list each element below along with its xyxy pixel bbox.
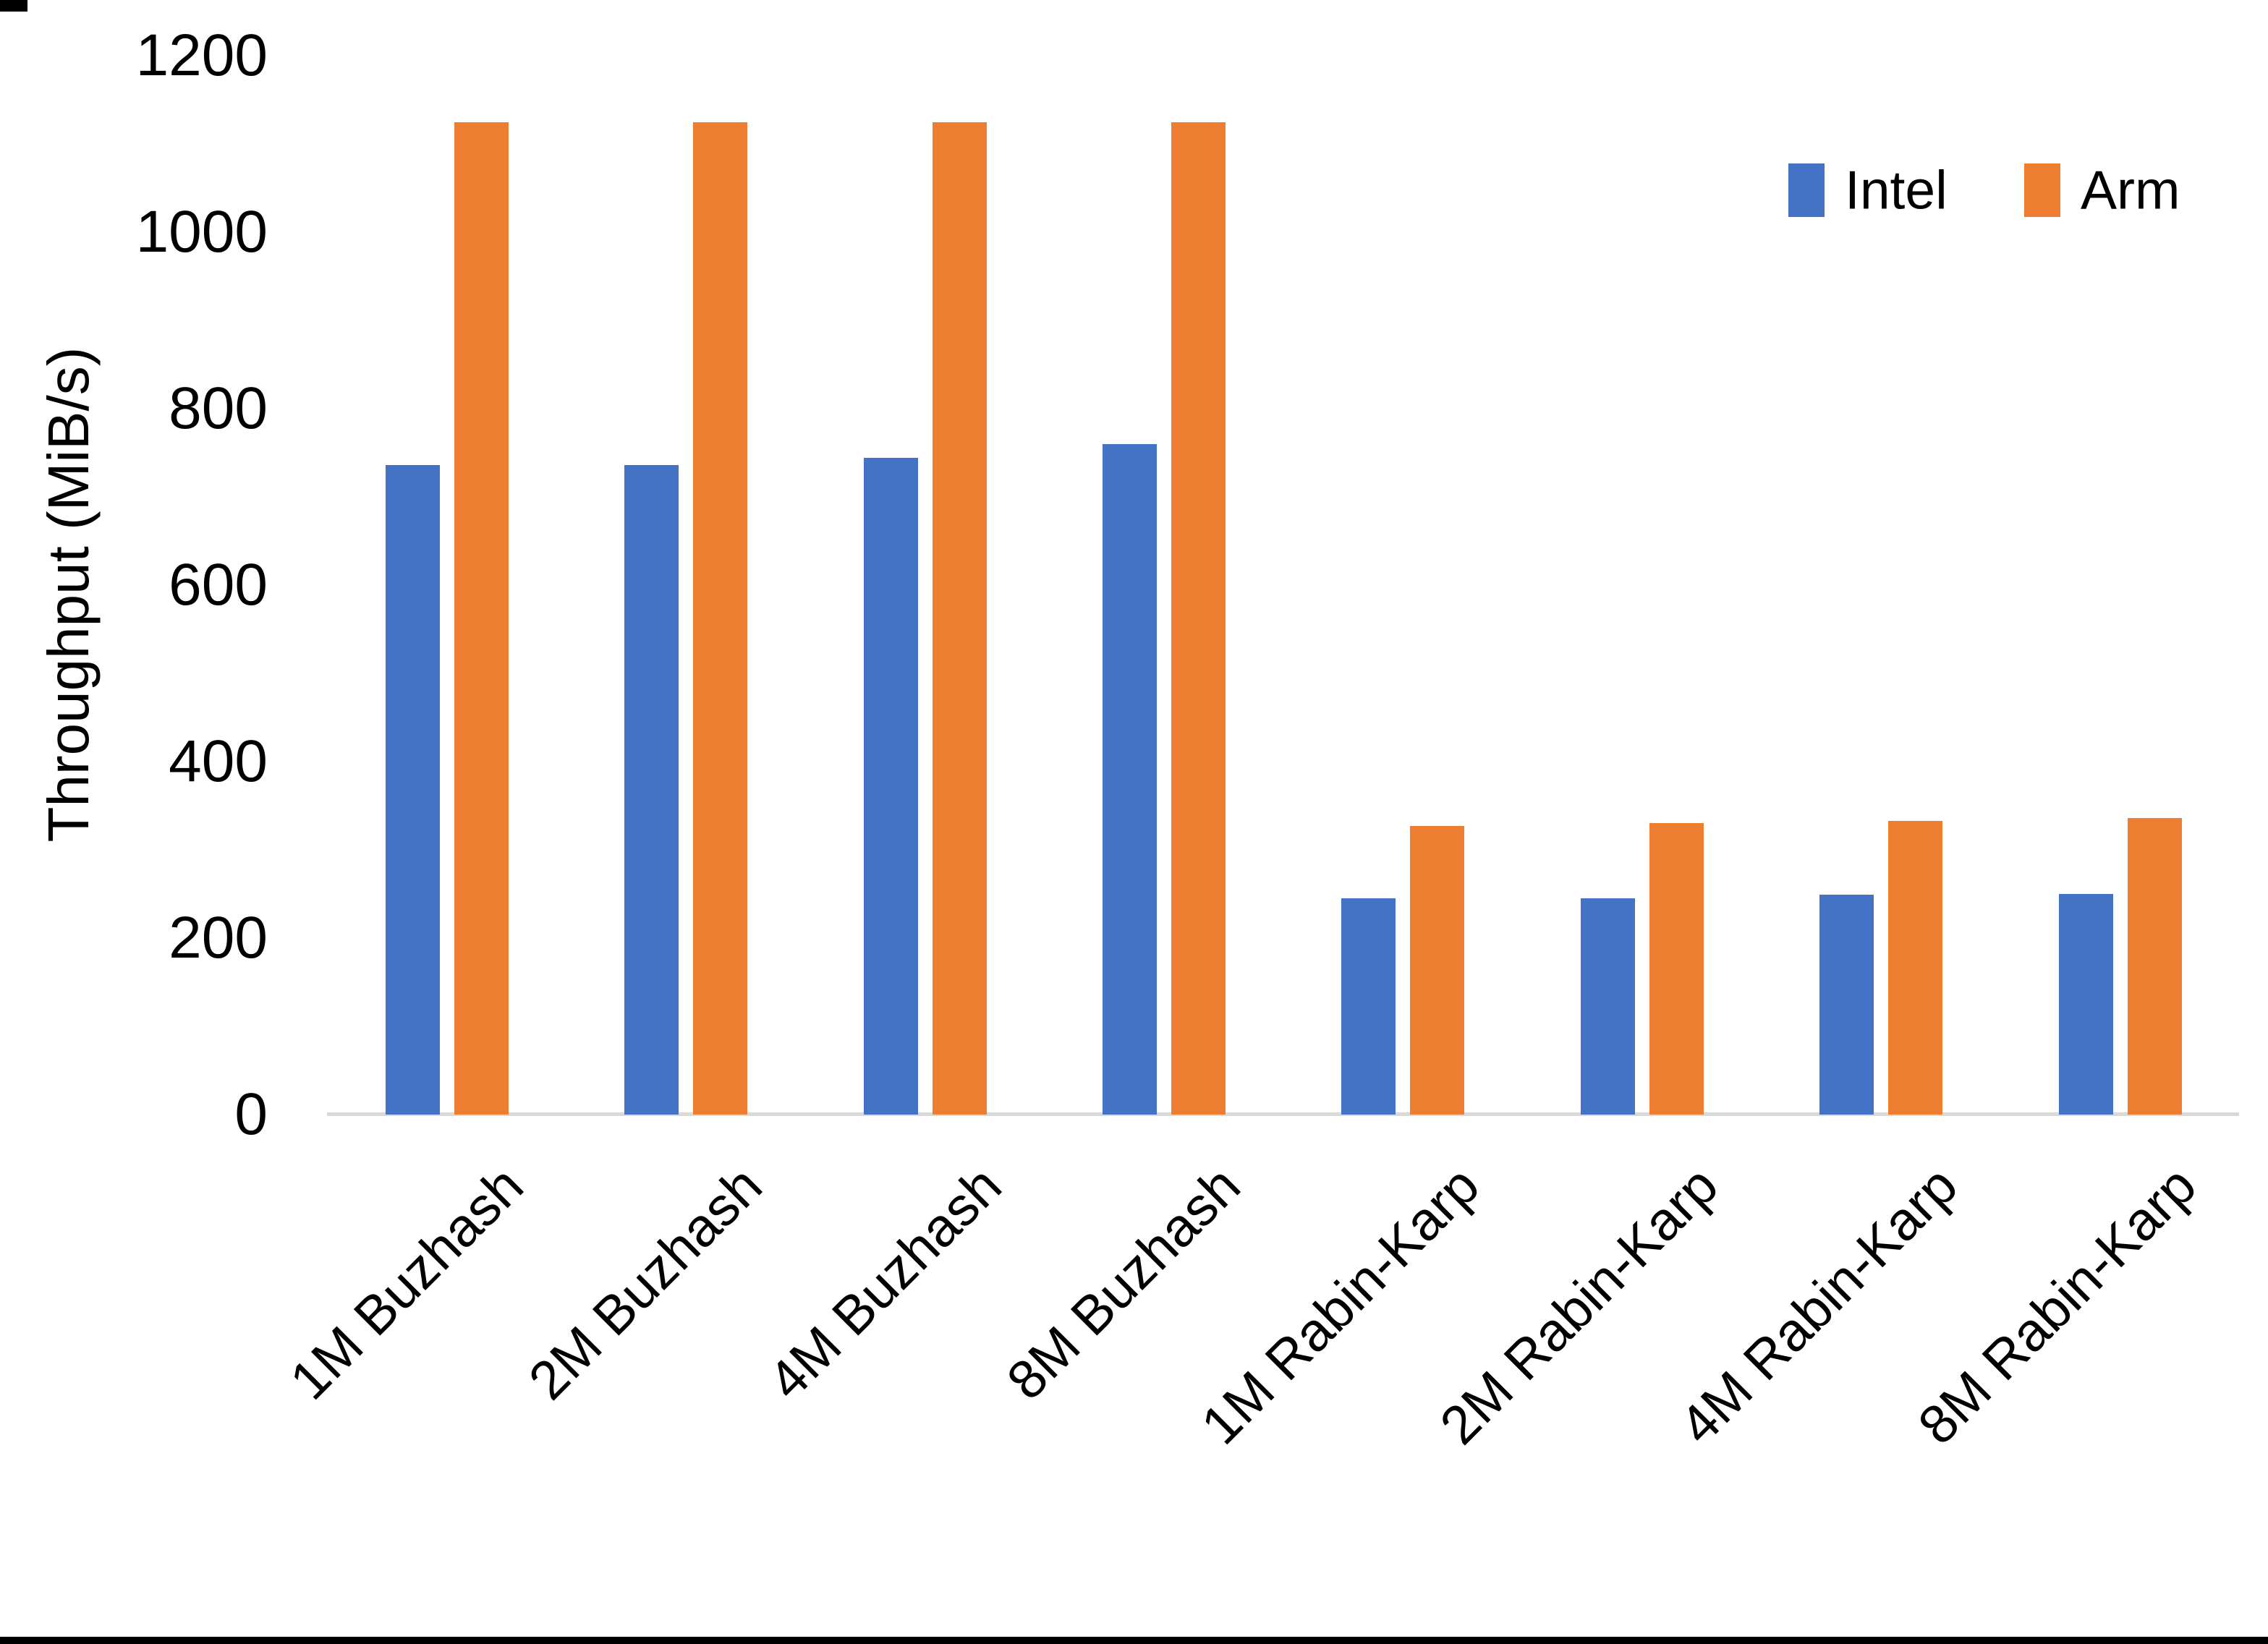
legend-label-arm: Arm: [2081, 159, 2180, 221]
window-frame-corner: [0, 0, 27, 12]
legend-swatch-arm: [2024, 163, 2060, 217]
y-tick-label-400: 400: [169, 728, 268, 794]
y-tick-label-600: 600: [169, 552, 268, 618]
bar-intel-8m-buzhash: [1103, 443, 1158, 1115]
bar-intel-8m-rabin-karp: [2058, 894, 2113, 1115]
bar-intel-4m-rabin-karp: [1819, 895, 1874, 1115]
x-axis-line: [327, 1112, 2239, 1116]
bar-intel-4m-buzhash: [863, 458, 918, 1115]
legend-label-intel: Intel: [1845, 159, 1948, 221]
bar-arm-1m-rabin-karp: [1410, 826, 1465, 1115]
window-frame-bottom-border: [0, 1637, 2268, 1644]
y-axis-title: Throughput (MiB/s): [36, 346, 101, 843]
x-category-label-1m-buzhash: 1M Buzhash: [278, 1154, 535, 1411]
bar-arm-2m-rabin-karp: [1649, 823, 1704, 1115]
bar-arm-1m-buzhash: [454, 122, 509, 1115]
legend-swatch-intel: [1788, 163, 1825, 217]
y-tick-label-800: 800: [169, 375, 268, 441]
bar-arm-2m-buzhash: [693, 122, 748, 1115]
bar-arm-4m-rabin-karp: [1888, 820, 1943, 1115]
bar-intel-2m-rabin-karp: [1580, 898, 1635, 1115]
x-category-label-4m-buzhash: 4M Buzhash: [756, 1154, 1013, 1411]
bar-intel-2m-buzhash: [624, 465, 679, 1115]
y-tick-label-1000: 1000: [135, 199, 268, 265]
bar-intel-1m-buzhash: [386, 465, 440, 1115]
y-tick-label-1200: 1200: [135, 22, 268, 88]
bar-arm-4m-buzhash: [932, 122, 987, 1115]
y-tick-label-200: 200: [169, 905, 268, 971]
x-category-label-8m-buzhash: 8M Buzhash: [995, 1154, 1252, 1411]
bar-arm-8m-rabin-karp: [2127, 818, 2182, 1115]
bar-arm-8m-buzhash: [1171, 122, 1226, 1115]
bar-intel-1m-rabin-karp: [1341, 898, 1396, 1115]
x-category-label-2m-buzhash: 2M Buzhash: [517, 1154, 774, 1411]
y-tick-label-0: 0: [234, 1081, 268, 1147]
